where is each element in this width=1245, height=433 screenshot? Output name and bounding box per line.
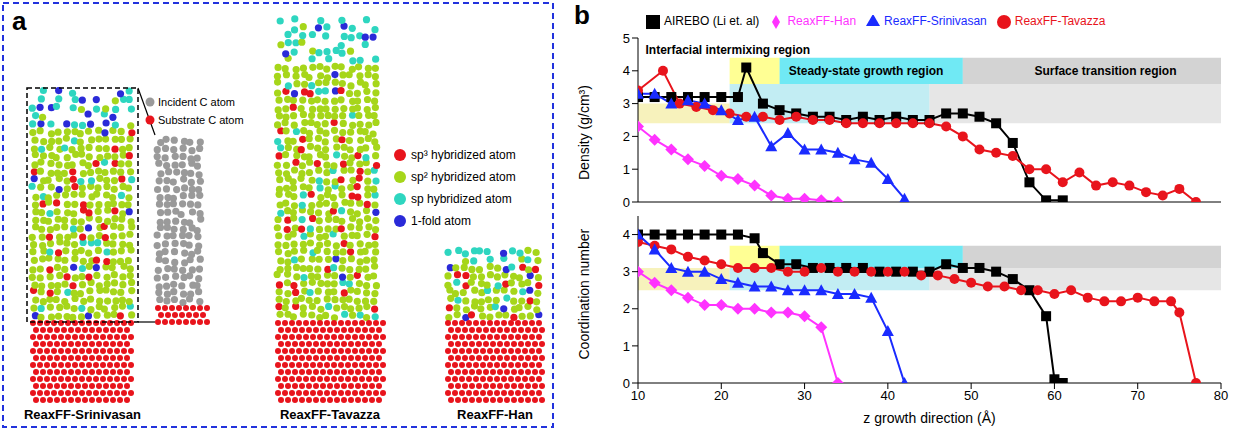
svg-text:60: 60 [1047,388,1061,403]
html-text:ReaxFF-Srinivasan: ReaxFF-Srinivasan [884,14,987,28]
svg-text:50: 50 [964,388,978,403]
svg-text:z growth direction (Å): z growth direction (Å) [863,410,995,426]
svg-text:Surface transition region: Surface transition region [1034,64,1176,78]
svg-text:Steady-state growth region: Steady-state growth region [789,64,944,78]
svg-text:80: 80 [1214,388,1228,403]
html-text:ReaxFF-Tavazza: ReaxFF-Tavazza [1014,14,1106,28]
svg-text:20: 20 [714,388,728,403]
svg-text:10: 10 [631,388,645,403]
svg-text:3: 3 [623,264,630,279]
svg-text:70: 70 [1130,388,1144,403]
svg-text:Coordination number: Coordination number [576,228,592,359]
svg-text:Interfacial intermixing region: Interfacial intermixing region [645,43,810,57]
html-text:ReaxFF-Han: ReaxFF-Han [787,14,857,28]
html-text:b: b [574,0,590,30]
svg-text:sp³ hybridized atom: sp³ hybridized atom [411,148,516,162]
svg-text:a: a [12,6,27,36]
svg-text:40: 40 [881,388,895,403]
svg-text:1: 1 [623,162,630,177]
svg-text:Density (g/cm³): Density (g/cm³) [576,85,592,180]
svg-text:0: 0 [623,195,630,210]
svg-text:4: 4 [623,63,630,78]
svg-text:30: 30 [797,388,811,403]
svg-text:2: 2 [623,301,630,316]
svg-text:sp hybridized atom: sp hybridized atom [411,192,512,206]
svg-text:2: 2 [623,129,630,144]
html-text:AIREBO (Li et. al): AIREBO (Li et. al) [664,14,760,28]
svg-text:ReaxFF-Han: ReaxFF-Han [457,407,533,422]
svg-text:Substrate C atom: Substrate C atom [158,114,244,126]
svg-text:1: 1 [623,339,630,354]
svg-text:Incident C atom: Incident C atom [158,96,235,108]
svg-text:ReaxFF-Tavazza: ReaxFF-Tavazza [280,407,381,422]
svg-text:sp² hybridized atom: sp² hybridized atom [411,170,516,184]
svg-text:3: 3 [623,96,630,111]
svg-text:1-fold atom: 1-fold atom [411,214,471,228]
svg-text:5: 5 [623,31,630,46]
svg-text:ReaxFF-Srinivasan: ReaxFF-Srinivasan [24,407,141,422]
svg-text:0: 0 [623,376,630,391]
svg-text:4: 4 [623,227,630,242]
